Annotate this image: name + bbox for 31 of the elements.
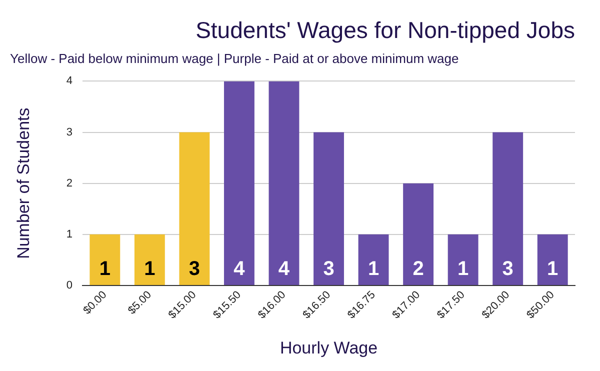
data-label: 1 xyxy=(144,258,156,280)
bar xyxy=(358,234,389,285)
data-label: 4 xyxy=(278,258,290,280)
data-label: 2 xyxy=(412,258,424,280)
bar xyxy=(537,234,568,285)
chart-title: Students' Wages for Non-tipped Jobs xyxy=(196,17,575,44)
bar xyxy=(224,81,254,285)
bar xyxy=(268,81,300,285)
data-label: 1 xyxy=(547,258,558,280)
data-label: 3 xyxy=(323,258,334,280)
y-tick-label: 1 xyxy=(66,228,73,240)
y-axis-title: Number of Students xyxy=(14,108,33,259)
y-tick-label: 3 xyxy=(66,126,73,138)
data-label: 3 xyxy=(188,258,200,280)
bar xyxy=(403,183,434,285)
bar xyxy=(448,234,478,285)
bar xyxy=(134,234,165,285)
chart-subtitle: Yellow - Paid below minimum wage | Purple - Paid at or above minimum wage xyxy=(10,50,459,66)
x-axis-title: Hourly Wage xyxy=(280,338,378,358)
bar xyxy=(90,234,120,285)
y-tick-label: 2 xyxy=(66,177,73,190)
bar xyxy=(179,132,210,285)
data-label: 1 xyxy=(458,258,469,280)
y-tick-label: 4 xyxy=(66,75,73,88)
y-tick-label: 0 xyxy=(66,280,73,292)
bar xyxy=(492,132,524,285)
data-label: 1 xyxy=(99,258,110,280)
bar xyxy=(314,132,344,285)
data-label: 3 xyxy=(502,258,514,280)
data-label: 4 xyxy=(234,258,246,280)
data-label: 1 xyxy=(368,258,380,280)
